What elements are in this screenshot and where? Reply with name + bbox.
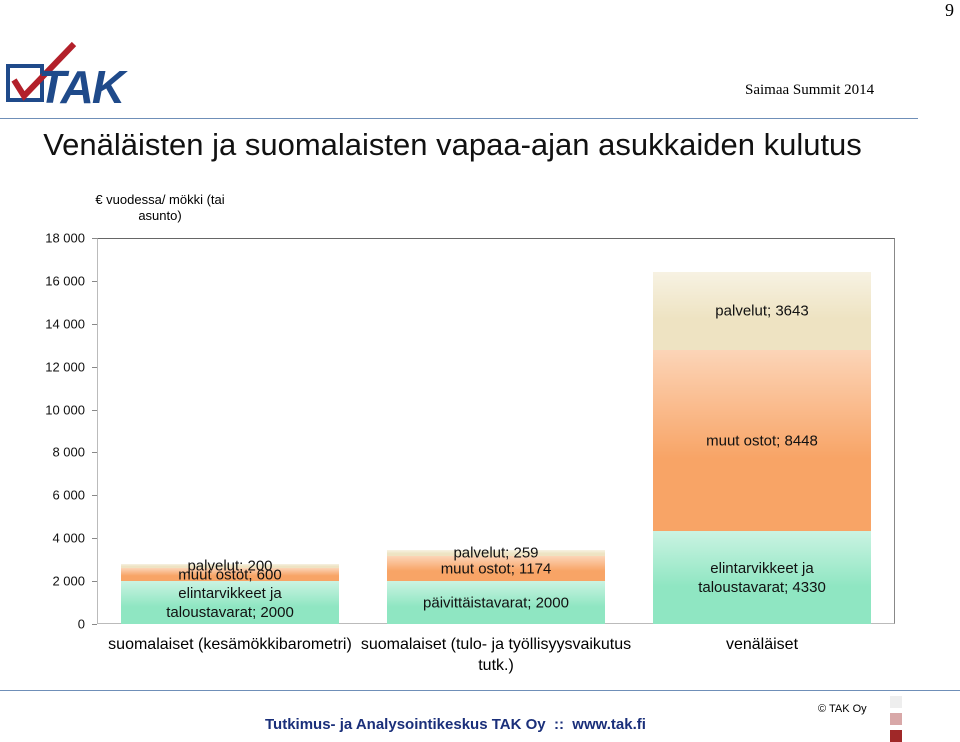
tick-mark [92,366,97,368]
y-tick-label: 18 000 [45,230,85,246]
data-label: palvelut; 259 [453,544,539,562]
bar-segment [653,271,871,350]
tick-mark [92,452,97,454]
data-label: palvelut; 3643 [715,302,809,320]
bar-segment [121,568,339,582]
x-tick-label: venäläiset [725,636,799,653]
data-label: elintarvikkeet ja taloustavarat; 2000 [166,584,294,621]
y-tick-label: 16 000 [45,273,85,289]
data-label: muut ostot; 8448 [706,432,818,450]
logo-text: TAK [38,61,125,113]
y-tick-label: 6 000 [52,487,85,503]
bar-segment [121,581,339,624]
tick-mark [92,280,97,282]
copyright: © TAK Oy [818,703,867,715]
page-number: 9 [945,0,954,20]
tick-mark [92,538,97,540]
x-tick-label: suomalaiset (tulo- ja työllisyysvaikutus… [360,636,632,674]
tick-mark [92,624,97,625]
y-tick-label: 2 000 [52,573,85,589]
y-tick-label: 10 000 [45,402,85,418]
y-axis-label: € vuodessa/ mökki (tai asunto) [95,192,225,223]
x-tick-label: suomalaiset (kesämökkibarometri) [108,636,352,653]
y-tick-label: 4 000 [52,530,85,546]
tick-mark [92,323,97,325]
data-label: elintarvikkeet ja taloustavarat; 4330 [698,559,826,596]
data-label: palvelut; 200 [187,557,273,575]
tick-mark [92,495,97,497]
deco-square [890,713,902,725]
data-label: muut ostot; 600 [178,566,282,584]
bar-segment [387,555,605,582]
bar-segment [387,581,605,624]
event-name: Saimaa Summit 2014 [745,82,875,98]
tick-mark [92,238,97,239]
y-tick-label: 14 000 [45,316,85,332]
logo-mark [6,41,77,102]
footer-line [0,690,960,691]
bar-segment [121,563,339,569]
header-line [0,118,918,119]
bar-segment [653,531,871,624]
tick-mark [92,581,97,583]
tick-mark [92,409,97,411]
bar-segment [653,349,871,532]
chart-title: Venäläisten ja suomalaisten vapaa-ajan a… [43,127,862,162]
bar-segment [387,550,605,556]
deco-square [890,696,902,708]
data-label: muut ostot; 1174 [440,560,552,578]
y-tick-label: 0 [77,616,85,632]
y-tick-label: 8 000 [52,444,85,460]
deco-square [890,730,902,742]
data-label: päivittäistavarat; 2000 [423,594,569,612]
y-tick-label: 12 000 [45,359,85,375]
footer-text: Tutkimus- ja Analysointikeskus TAK Oy ::… [265,716,646,733]
